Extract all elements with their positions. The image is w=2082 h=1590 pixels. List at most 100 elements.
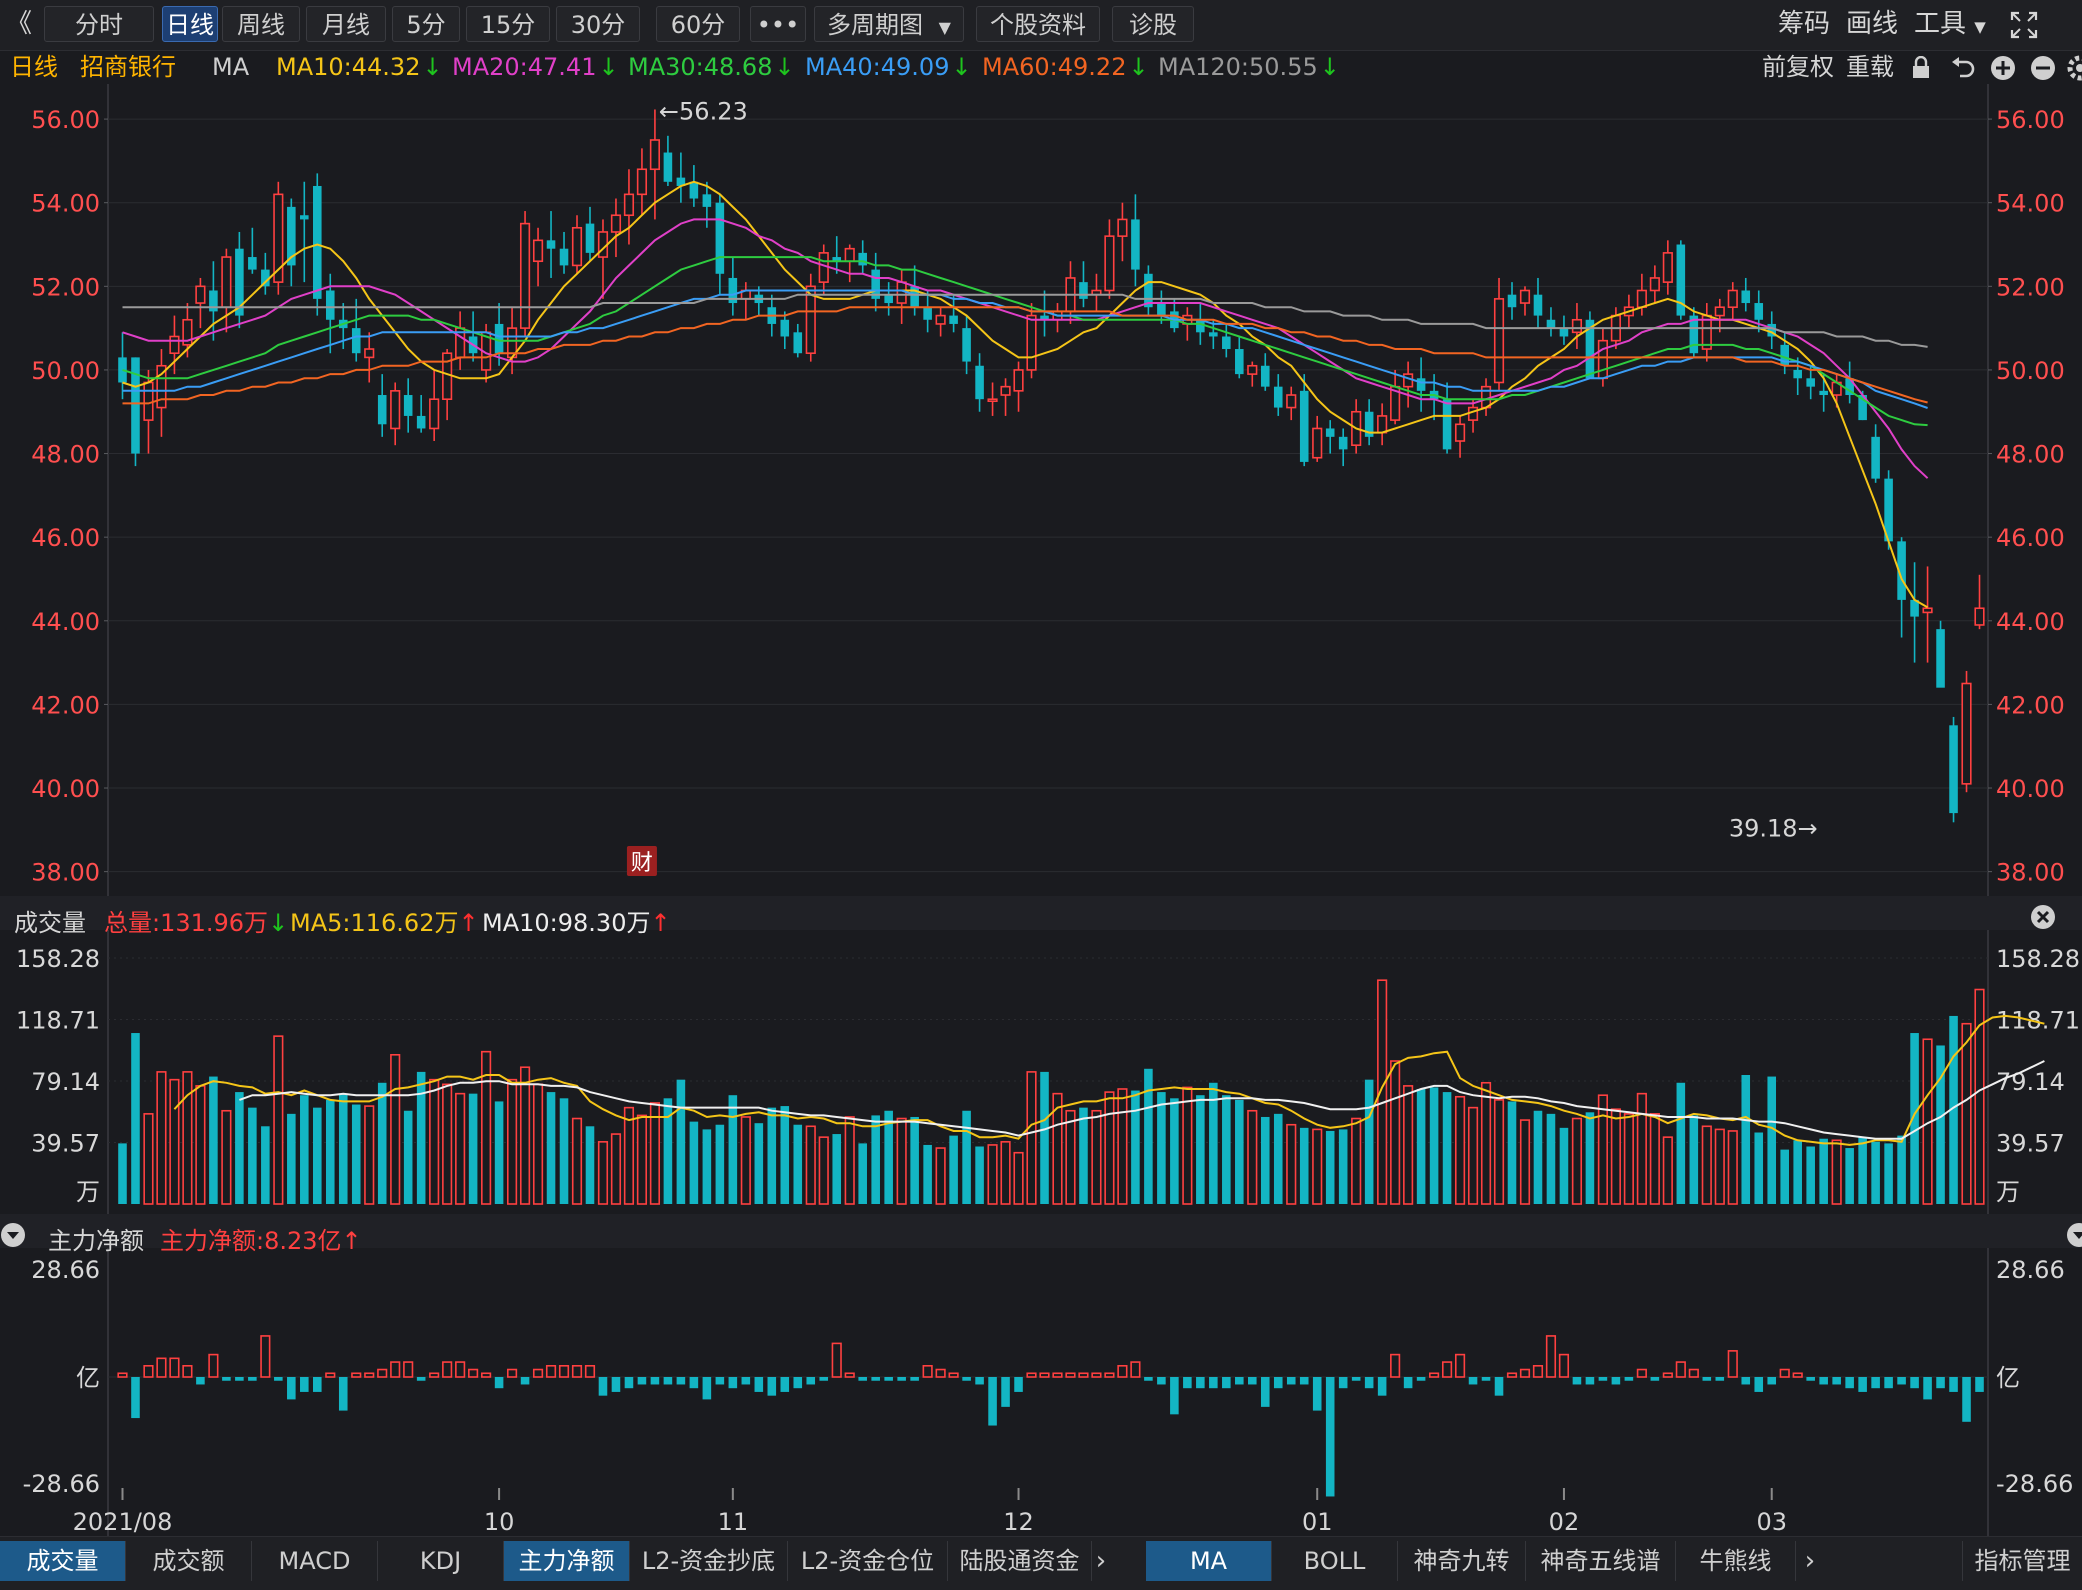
volume-bar-up xyxy=(818,1136,829,1205)
volume-bar-up xyxy=(896,1117,907,1205)
volume-bar-up xyxy=(1467,1106,1479,1205)
volume-bar-up xyxy=(636,1114,648,1205)
period-button-6[interactable]: 30分 xyxy=(556,6,640,42)
volume-bar-down xyxy=(312,1107,322,1204)
flow-bar-negative xyxy=(1222,1377,1231,1389)
adjust-mode[interactable]: 前复权 xyxy=(1762,53,1834,81)
ma-line-ma120 xyxy=(122,293,1928,348)
multi-period-button[interactable]: 多周期图 ▼ xyxy=(814,6,964,42)
candle-body-up xyxy=(429,398,440,430)
indicator-tab-7[interactable]: 陆股通资金 xyxy=(948,1541,1092,1581)
indicator-tab-5[interactable]: L2-资金抄底 xyxy=(630,1541,788,1581)
ma-legend-item-2[interactable]: MA30:48.68↓ xyxy=(628,50,795,84)
indicator-tab-0[interactable]: 成交量 xyxy=(0,1541,126,1581)
volume-tick-left: 118.71 xyxy=(16,1007,100,1035)
candle-body-down xyxy=(287,206,296,266)
expand-icon[interactable] xyxy=(2010,11,2038,39)
flow-bar-negative xyxy=(248,1377,257,1381)
overlay-tab-3[interactable]: 神奇五线谱 xyxy=(1526,1541,1676,1581)
flow-bar-negative xyxy=(1754,1377,1764,1392)
x-tick-label: 11 xyxy=(718,1508,749,1536)
flow-bar-negative xyxy=(1014,1377,1023,1392)
ma-legend-item-3[interactable]: MA40:49.09↓ xyxy=(805,50,972,84)
tools-button[interactable]: 工具 ▼ xyxy=(1914,6,1986,42)
chevron-right-icon[interactable]: › xyxy=(1804,1546,1816,1576)
period-button-3[interactable]: 月线 xyxy=(306,6,386,42)
flow-bar-positive xyxy=(1792,1372,1803,1378)
ma-legend-item-4[interactable]: MA60:49.22↓ xyxy=(982,50,1149,84)
double-chevron-left-icon[interactable]: 《 xyxy=(6,9,33,39)
indicator-manage-button[interactable]: 指标管理 xyxy=(1962,1541,2082,1581)
overlay-tab-1[interactable]: BOLL xyxy=(1272,1541,1398,1581)
indicator-tab-6[interactable]: L2-资金仓位 xyxy=(788,1541,948,1581)
kline-chart[interactable]: 56.00 56.00 54.00 54.00 52.00 52.00 50.00 50.00… xyxy=(0,84,2082,1536)
zoom-in-icon[interactable] xyxy=(1990,55,2016,81)
zoom-out-icon[interactable] xyxy=(2030,55,2056,81)
volume-bar-down xyxy=(559,1098,569,1204)
period-button-5[interactable]: 15分 xyxy=(466,6,550,42)
flow-bar-positive xyxy=(403,1361,414,1378)
volume-bar-down xyxy=(1806,1146,1815,1204)
diagnose-button[interactable]: 诊股 xyxy=(1112,6,1194,42)
candle-body-up xyxy=(156,364,167,409)
ma-legend-item-1[interactable]: MA20:47.41↓ xyxy=(452,50,619,84)
candle-body-up xyxy=(818,252,829,283)
price-tick-left: 44.00 xyxy=(31,608,100,636)
indicator-tab-2[interactable]: MACD xyxy=(252,1541,378,1581)
stock-name[interactable]: 招商银行 xyxy=(80,53,176,81)
draw-line-button[interactable]: 画线 xyxy=(1846,9,1899,39)
ma-legend-item-5[interactable]: MA120:50.55↓ xyxy=(1158,50,1340,84)
volume-bar-up xyxy=(1831,1139,1842,1205)
close-circle-icon[interactable] xyxy=(2030,904,2056,930)
volume-bar-up xyxy=(935,1147,946,1205)
overlay-tab-2[interactable]: 神奇九转 xyxy=(1398,1541,1526,1581)
flow-bar-positive xyxy=(948,1372,959,1378)
candle-body-down xyxy=(403,395,413,416)
indicator-tab-4[interactable]: 主力净额 xyxy=(504,1541,630,1581)
collapse-circle-icon[interactable] xyxy=(2066,1222,2082,1248)
chevron-right-icon[interactable]: › xyxy=(1095,1546,1107,1576)
price-tick-right: 48.00 xyxy=(1996,441,2065,469)
period-button-7[interactable]: 60分 xyxy=(656,6,740,42)
candle-body-up xyxy=(1117,218,1128,237)
period-button-4[interactable]: 5分 xyxy=(392,6,460,42)
collapse-circle-icon[interactable] xyxy=(0,1222,26,1248)
candle-body-up xyxy=(1312,427,1323,459)
candle-body-down xyxy=(793,332,803,354)
indicator-tab-1[interactable]: 成交额 xyxy=(126,1541,252,1581)
overlay-tab-0[interactable]: MA xyxy=(1146,1541,1272,1581)
price-tick-right: 42.00 xyxy=(1996,691,2065,719)
price-tick-right: 38.00 xyxy=(1996,859,2065,887)
ma-legend-item-0[interactable]: MA10:44.32↓ xyxy=(276,50,443,84)
candle-body-up xyxy=(1454,423,1466,442)
gear-icon[interactable] xyxy=(2066,55,2082,81)
candle-body-down xyxy=(261,269,270,287)
volume-bar-down xyxy=(858,1143,867,1204)
candle-body-up xyxy=(1662,252,1673,283)
flow-bar-negative xyxy=(1260,1377,1270,1407)
profile-button[interactable]: 个股资料 xyxy=(976,6,1100,42)
volume-bar-down xyxy=(585,1126,595,1204)
ma-line-ma30 xyxy=(122,256,1928,427)
volume-ma5: MA5:116.62万↑ xyxy=(290,903,479,938)
period-button-0[interactable]: 分时 xyxy=(44,6,154,42)
volume-bar-down xyxy=(910,1116,919,1204)
flow-title: 主力净额 xyxy=(48,1227,144,1255)
flow-bar-negative xyxy=(1897,1377,1906,1385)
lock-icon[interactable] xyxy=(1910,56,1932,80)
period-button-1[interactable]: 日线 xyxy=(162,6,218,42)
reload-button[interactable]: 重载 xyxy=(1846,53,1894,81)
price-tick-left: 46.00 xyxy=(31,524,100,552)
chips-button[interactable]: 筹码 xyxy=(1778,9,1831,39)
candle-body-up xyxy=(1000,385,1011,396)
indicator-name[interactable]: MA xyxy=(212,53,250,81)
more-button[interactable]: ••• xyxy=(750,6,806,42)
candle-body-down xyxy=(1338,436,1348,450)
undo-icon[interactable] xyxy=(1950,56,1976,80)
flow-bar-negative xyxy=(1884,1377,1893,1389)
indicator-tab-3[interactable]: KDJ xyxy=(378,1541,504,1581)
flow-bar-positive xyxy=(584,1364,596,1378)
period-button-2[interactable]: 周线 xyxy=(222,6,300,42)
overlay-tab-4[interactable]: 牛熊线 xyxy=(1676,1541,1796,1581)
volume-header-bg xyxy=(0,896,2082,930)
